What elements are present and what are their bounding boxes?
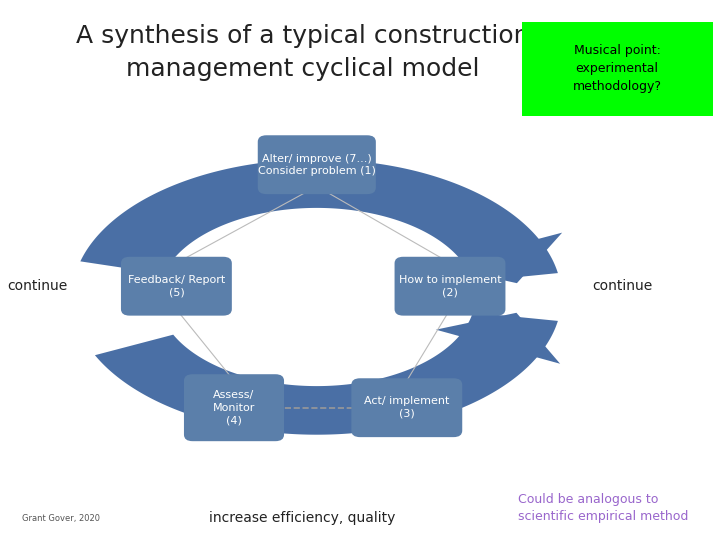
Polygon shape: [437, 233, 562, 283]
FancyBboxPatch shape: [395, 257, 505, 315]
FancyBboxPatch shape: [522, 22, 713, 116]
Text: Feedback/ Report
(5): Feedback/ Report (5): [127, 275, 225, 298]
FancyBboxPatch shape: [351, 378, 462, 437]
Text: continue: continue: [593, 279, 653, 293]
Text: Alter/ improve (7...)
Consider problem (1): Alter/ improve (7...) Consider problem (…: [258, 153, 376, 176]
Text: Act/ implement
(3): Act/ implement (3): [364, 396, 449, 419]
Text: increase efficiency, quality: increase efficiency, quality: [210, 511, 395, 525]
Text: Grant Gover, 2020: Grant Gover, 2020: [22, 514, 99, 523]
FancyBboxPatch shape: [121, 257, 232, 315]
FancyBboxPatch shape: [184, 374, 284, 441]
Polygon shape: [81, 159, 558, 281]
Polygon shape: [436, 313, 560, 364]
Text: Assess/
Monitor
(4): Assess/ Monitor (4): [213, 390, 255, 425]
Text: A synthesis of a typical construction: A synthesis of a typical construction: [76, 24, 529, 48]
Text: How to implement
(2): How to implement (2): [399, 275, 501, 298]
FancyBboxPatch shape: [258, 136, 376, 194]
Polygon shape: [95, 313, 558, 435]
Text: management cyclical model: management cyclical model: [126, 57, 479, 80]
Text: Could be analogous to
scientific empirical method: Could be analogous to scientific empiric…: [518, 492, 689, 523]
Text: Musical point:
experimental
methodology?: Musical point: experimental methodology?: [572, 44, 662, 92]
Text: continue: continue: [7, 279, 68, 293]
